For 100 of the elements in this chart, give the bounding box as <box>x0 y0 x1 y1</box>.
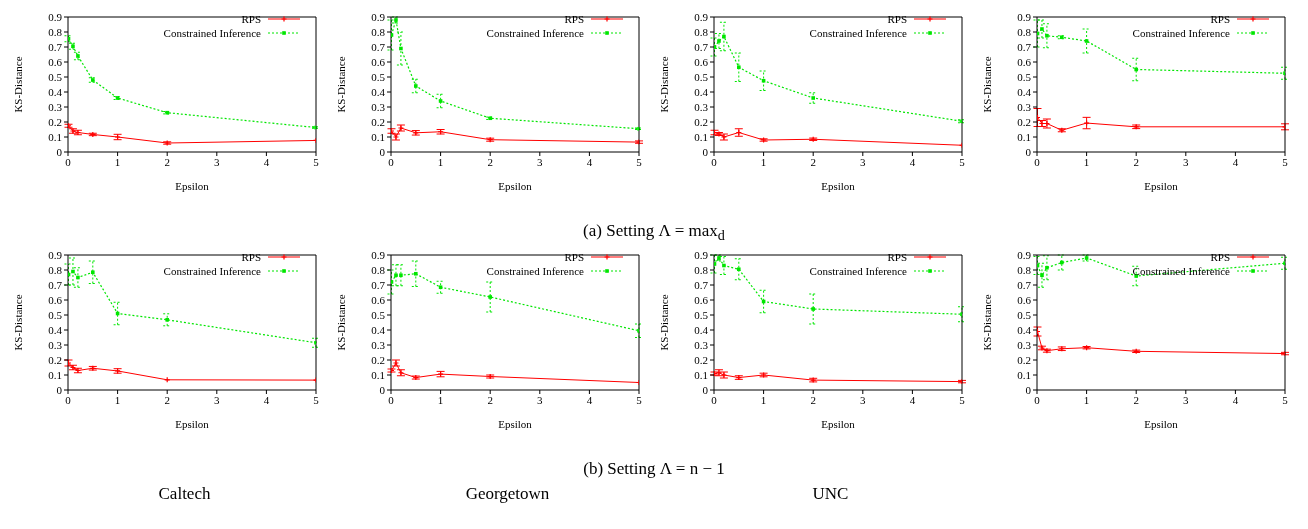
x-tick-label: 5 <box>313 155 320 168</box>
y-tick-label: 0.6 <box>694 293 709 306</box>
x-tick-label: 4 <box>1232 393 1239 406</box>
legend-label: RPS <box>887 251 907 263</box>
x-tick-label: 2 <box>164 155 170 168</box>
x-tick-label: 0 <box>1034 155 1041 168</box>
y-tick-label: 0 <box>379 145 386 158</box>
y-tick-label: 0.3 <box>694 338 709 351</box>
x-tick-label: 5 <box>959 155 966 168</box>
y-tick-label: 0.2 <box>371 115 385 128</box>
y-tick-label: 0.7 <box>371 278 386 291</box>
x-tick-label: 1 <box>437 155 444 168</box>
x-axis-title: Epsilon <box>821 418 856 430</box>
y-tick-label: 0.3 <box>48 338 63 351</box>
legend-label: Constrained Inference <box>1132 27 1230 39</box>
y-tick-label: 0.7 <box>1017 278 1032 291</box>
y-tick-label: 0.7 <box>48 40 63 53</box>
x-tick-label: 2 <box>810 393 816 406</box>
x-axis-title: Epsilon <box>175 180 210 192</box>
legend-label: Constrained Inference <box>486 265 584 277</box>
x-tick-label: 1 <box>1083 393 1090 406</box>
y-axis-title: KS-Distance <box>334 294 347 351</box>
y-tick-label: 0.7 <box>371 40 386 53</box>
legend-label: RPS <box>241 13 261 25</box>
y-tick-label: 0.2 <box>694 353 708 366</box>
x-tick-label: 2 <box>487 393 493 406</box>
y-tick-label: 0.3 <box>1017 100 1032 113</box>
y-tick-label: 0 <box>379 383 386 396</box>
y-tick-label: 0.2 <box>48 353 62 366</box>
y-tick-label: 0.5 <box>48 70 63 83</box>
y-tick-label: 0.3 <box>48 100 63 113</box>
y-tick-label: 0.4 <box>694 323 709 336</box>
y-tick-label: 0.9 <box>1017 10 1032 23</box>
y-tick-label: 0.6 <box>371 55 386 68</box>
x-tick-label: 4 <box>1232 155 1239 168</box>
x-tick-label: 1 <box>1083 155 1090 168</box>
x-tick-label: 1 <box>760 155 767 168</box>
text: Georgetown <box>465 484 550 503</box>
y-tick-label: 0 <box>1025 145 1032 158</box>
x-tick-label: 0 <box>711 155 718 168</box>
y-tick-label: 0.8 <box>371 263 386 276</box>
x-axis-title: Epsilon <box>175 418 210 430</box>
y-tick-label: 0.9 <box>371 10 386 23</box>
x-tick-label: 0 <box>388 393 395 406</box>
x-tick-label: 5 <box>636 155 643 168</box>
y-axis-title: KS-Distance <box>11 56 24 113</box>
legend-label: Constrained Inference <box>809 265 907 277</box>
y-tick-label: 0.3 <box>1017 338 1032 351</box>
x-tick-label: 4 <box>909 393 916 406</box>
y-tick-label: 0 <box>56 145 63 158</box>
x-tick-label: 4 <box>263 155 270 168</box>
y-tick-label: 0.9 <box>48 248 63 261</box>
y-tick-label: 0.8 <box>371 25 386 38</box>
x-tick-label: 0 <box>65 393 72 406</box>
legend-label: RPS <box>1210 251 1230 263</box>
y-tick-label: 0.6 <box>694 55 709 68</box>
x-tick-label: 5 <box>1282 393 1289 406</box>
x-axis-title: Epsilon <box>821 180 856 192</box>
y-axis-title: KS-Distance <box>980 294 993 351</box>
x-tick-label: 3 <box>860 155 867 168</box>
y-axis-title: KS-Distance <box>980 56 993 113</box>
legend-label: Constrained Inference <box>486 27 584 39</box>
y-tick-label: 0.8 <box>1017 25 1032 38</box>
y-tick-label: 0.5 <box>694 308 709 321</box>
x-tick-label: 0 <box>711 393 718 406</box>
y-tick-label: 0.8 <box>1017 263 1032 276</box>
x-axis-title: Epsilon <box>1144 418 1179 430</box>
y-tick-label: 0.3 <box>371 100 386 113</box>
legend-label: Constrained Inference <box>163 27 261 39</box>
y-tick-label: 0.8 <box>48 25 63 38</box>
y-tick-label: 0.1 <box>48 368 62 381</box>
y-tick-label: 0.9 <box>1017 248 1032 261</box>
y-tick-label: 0.2 <box>48 115 62 128</box>
y-tick-label: 0.4 <box>48 323 63 336</box>
y-tick-label: 0.8 <box>694 25 709 38</box>
y-tick-label: 0.7 <box>694 40 709 53</box>
x-tick-label: 4 <box>263 393 270 406</box>
y-tick-label: 0.3 <box>371 338 386 351</box>
y-tick-label: 0.4 <box>371 323 386 336</box>
y-tick-label: 0.5 <box>1017 70 1032 83</box>
legend-label: RPS <box>241 251 261 263</box>
y-tick-label: 0.4 <box>1017 85 1032 98</box>
x-tick-label: 3 <box>214 393 221 406</box>
legend-label: Constrained Inference <box>809 27 907 39</box>
y-tick-label: 0.1 <box>48 130 62 143</box>
x-tick-label: 3 <box>214 155 221 168</box>
text: UNC <box>812 484 849 503</box>
y-tick-label: 0.1 <box>694 368 708 381</box>
y-tick-label: 0 <box>702 383 709 396</box>
y-tick-label: 0.9 <box>694 10 709 23</box>
y-tick-label: 0.1 <box>1017 130 1031 143</box>
y-tick-label: 0.5 <box>48 308 63 321</box>
y-tick-label: 0.4 <box>48 85 63 98</box>
x-tick-label: 5 <box>313 393 320 406</box>
x-tick-label: 1 <box>437 393 444 406</box>
y-tick-label: 0.1 <box>1017 368 1031 381</box>
y-tick-label: 0.1 <box>371 130 385 143</box>
x-tick-label: 5 <box>636 393 643 406</box>
x-tick-label: 3 <box>1183 393 1190 406</box>
y-tick-label: 0.2 <box>371 353 385 366</box>
